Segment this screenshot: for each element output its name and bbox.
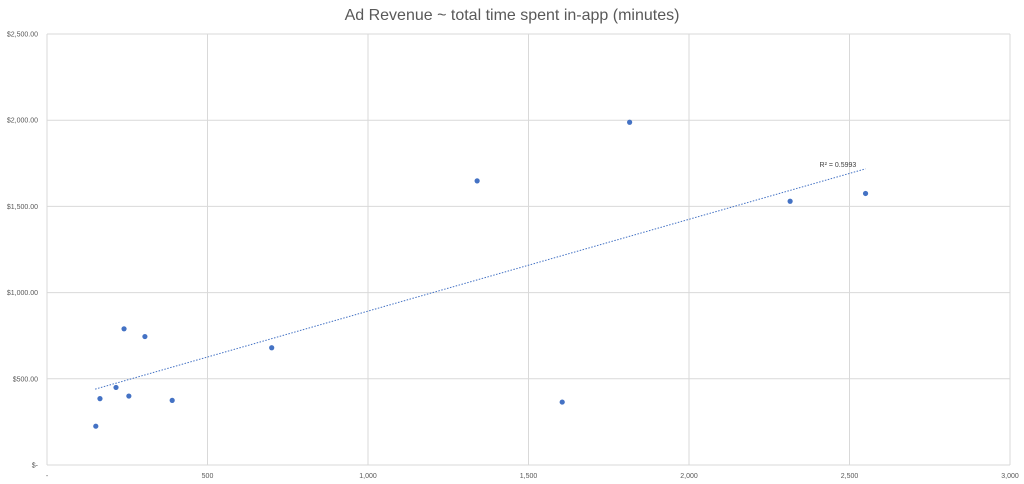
data-point xyxy=(142,333,148,340)
data-point xyxy=(862,190,869,197)
data-point xyxy=(126,393,132,399)
x-tick-label: 1,500 xyxy=(520,473,538,480)
data-point xyxy=(787,198,793,204)
data-point xyxy=(113,384,119,391)
axis-tick-labels: - 500 1,000 1,500 2,000 2,500 3,000 $- $500.00 $1… xyxy=(7,32,1019,481)
x-tick-label: 500 xyxy=(202,473,214,480)
chart-title: Ad Revenue ~ total time spent in-app (mi… xyxy=(345,7,680,24)
y-tick-label: $500.00 xyxy=(13,376,38,383)
x-tick-label: 3,000 xyxy=(1001,473,1019,480)
y-tick-label: $- xyxy=(32,463,39,470)
y-tick-label: $2,000.00 xyxy=(7,118,38,125)
data-point xyxy=(93,423,99,429)
data-point xyxy=(269,345,275,351)
x-tick-label: 2,000 xyxy=(680,473,698,480)
data-point xyxy=(169,397,175,403)
trendline xyxy=(95,168,866,390)
trendline-group: R² = 0.5993 xyxy=(95,162,866,390)
r-squared-label: R² = 0.5993 xyxy=(820,162,857,169)
y-tick-label: $1,500.00 xyxy=(7,204,38,211)
data-point xyxy=(474,178,480,184)
data-points xyxy=(93,119,869,429)
data-point xyxy=(121,326,127,332)
data-point xyxy=(559,399,565,405)
data-point xyxy=(97,396,103,402)
gridlines xyxy=(46,33,1011,466)
data-point xyxy=(627,119,633,125)
x-tick-label: 2,500 xyxy=(841,473,859,480)
y-tick-label: $2,500.00 xyxy=(7,32,38,39)
y-tick-label: $1,000.00 xyxy=(7,290,38,297)
x-tick-label: 1,000 xyxy=(359,473,377,480)
x-tick-label: - xyxy=(46,473,49,480)
